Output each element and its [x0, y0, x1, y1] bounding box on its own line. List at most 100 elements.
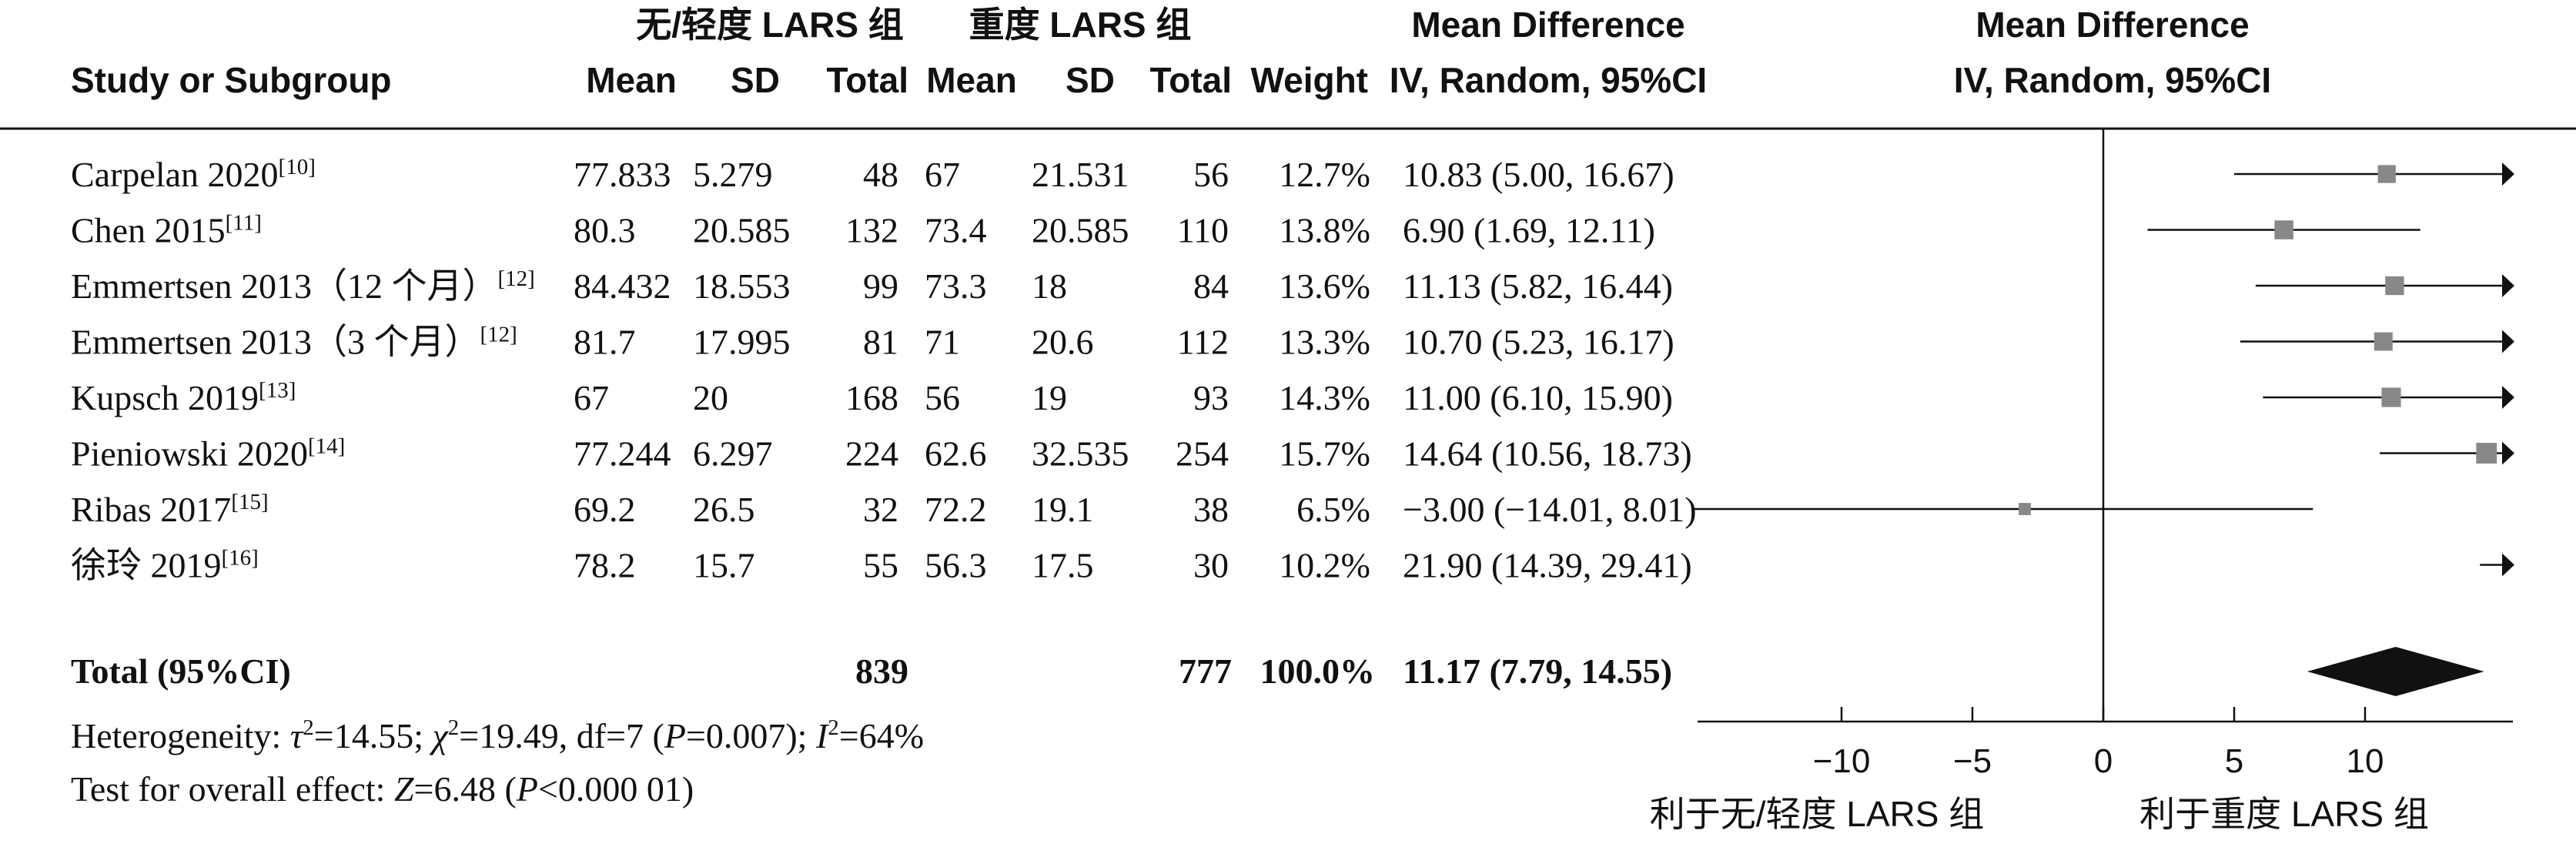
mean1-cell: 67 — [574, 378, 609, 417]
total1-cell: 224 — [845, 434, 898, 474]
ci-cell: 11.13 (5.82, 16.44) — [1403, 266, 1673, 306]
sd1-cell: 18.553 — [693, 266, 791, 306]
weight-cell: 6.5% — [1296, 490, 1370, 529]
favours-left-label: 利于无/轻度 LARS 组 — [1650, 794, 1985, 834]
x-tick-label: −5 — [1953, 742, 1992, 780]
total2-cell: 38 — [1193, 490, 1229, 529]
favours-right-label: 利于重度 LARS 组 — [2139, 794, 2429, 834]
study-name: Emmertsen 2013（12 个月）[12] — [71, 266, 535, 306]
ci-cell: 6.90 (1.69, 12.11) — [1403, 211, 1655, 250]
sd1-cell: 5.279 — [693, 155, 773, 194]
col-mean2-header: Mean — [926, 60, 1017, 100]
study-name: Chen 2015[11] — [71, 211, 262, 250]
sd1-cell: 17.995 — [693, 323, 791, 362]
ci-arrow — [2502, 162, 2514, 186]
total1-cell: 81 — [863, 323, 898, 362]
total1-cell: 55 — [863, 546, 898, 585]
study-name: Pieniowski 2020[14] — [71, 434, 345, 474]
effect-marker — [2385, 276, 2404, 296]
mean1-cell: 84.432 — [574, 266, 671, 306]
mean1-cell: 77.244 — [574, 434, 671, 474]
total1-cell: 132 — [845, 211, 898, 250]
weight-cell: 13.6% — [1279, 266, 1370, 306]
x-tick-label: 0 — [2094, 742, 2113, 780]
sd1-cell: 20 — [693, 378, 728, 417]
x-ticks: −10 −5 0 5 10 — [1813, 707, 2384, 780]
plot-header-line2: IV, Random, 95%CI — [1954, 60, 2271, 100]
total2-cell: 110 — [1177, 211, 1229, 250]
study-row: Pieniowski 2020[14] 77.244 6.297 224 62.6 32.… — [71, 434, 1692, 474]
ci-arrow — [2502, 274, 2514, 297]
total-n1: 839 — [855, 651, 908, 691]
total2-cell: 254 — [1176, 434, 1229, 474]
sd2-cell: 19 — [1032, 378, 1067, 417]
x-tick-label: −10 — [1813, 742, 1871, 780]
total-n2: 777 — [1179, 651, 1232, 691]
study-name: Carpelan 2020[10] — [71, 155, 316, 194]
mean2-cell: 72.2 — [925, 490, 987, 529]
sd1-cell: 26.5 — [693, 490, 755, 529]
study-row: Emmertsen 2013（12 个月）[12] 84.432 18.553 99 7… — [71, 266, 1673, 306]
col-sd1-header: SD — [731, 60, 780, 100]
mean2-cell: 67 — [925, 155, 960, 194]
col-weight-header: Weight — [1251, 60, 1368, 100]
total1-cell: 99 — [863, 266, 898, 306]
ci-arrow — [2502, 553, 2514, 577]
col-total2-header: Total — [1150, 60, 1232, 100]
total2-cell: 112 — [1177, 323, 1229, 362]
ci-cell: 10.83 (5.00, 16.67) — [1403, 155, 1674, 194]
sd2-cell: 20.6 — [1032, 323, 1094, 362]
effect-marker — [2476, 443, 2497, 464]
study-rows: Carpelan 2020[10] 77.833 5.279 48 67 21.531 56… — [71, 155, 1697, 585]
mean2-cell: 71 — [925, 323, 960, 362]
study-markers — [1691, 162, 2514, 577]
weight-cell: 15.7% — [1279, 434, 1370, 474]
mean1-cell: 78.2 — [574, 546, 636, 585]
header-block: 无/轻度 LARS 组 重度 LARS 组 Mean Difference Me… — [71, 5, 2271, 100]
mean1-cell: 81.7 — [574, 323, 636, 362]
ci-cell: 14.64 (10.56, 18.73) — [1403, 434, 1692, 474]
weight-cell: 13.8% — [1279, 211, 1370, 250]
group1-header: 无/轻度 LARS 组 — [636, 5, 904, 45]
study-name: Kupsch 2019[13] — [71, 378, 296, 417]
ci-cell: 21.90 (14.39, 29.41) — [1403, 546, 1692, 585]
study-name: Emmertsen 2013（3 个月）[12] — [71, 323, 517, 362]
ci-arrow — [2502, 386, 2514, 409]
mean2-cell: 56.3 — [925, 546, 987, 585]
x-tick-label: 5 — [2225, 742, 2243, 780]
weight-cell: 13.3% — [1279, 323, 1370, 362]
sd1-cell: 6.297 — [693, 434, 773, 474]
study-name: Ribas 2017[15] — [71, 490, 269, 529]
study-row: 徐玲 2019[16] 78.2 15.7 55 56.3 17.5 30 10.2% 21.9… — [71, 546, 1692, 585]
ci-cell: −3.00 (−14.01, 8.01) — [1403, 490, 1697, 529]
ci-arrow — [2502, 441, 2514, 465]
heterogeneity-text: Heterogeneity: τ2=14.55; χ2=19.49, df=7 … — [71, 715, 924, 755]
pooled-diamond — [2307, 647, 2484, 696]
weight-cell: 14.3% — [1279, 378, 1370, 417]
plot-header-line1: Mean Difference — [1975, 5, 2249, 45]
study-row: Kupsch 2019[13] 67 20 168 56 19 93 14.3% 11.00 (… — [71, 378, 1673, 417]
overall-effect-text: Test for overall effect: Z=6.48 (P<0.000… — [71, 769, 694, 809]
total-row: Total (95%CI) 839 777 100.0% 11.17 (7.79… — [71, 651, 1672, 691]
mean1-cell: 69.2 — [574, 490, 636, 529]
forest-plot-area: −10 −5 0 5 10 — [1691, 129, 2514, 780]
col-total1-header: Total — [827, 60, 908, 100]
study-row: Ribas 2017[15] 69.2 26.5 32 72.2 19.1 38 6.5% −3… — [71, 490, 1697, 529]
weight-cell: 10.2% — [1279, 546, 1370, 585]
ci-cell: 11.00 (6.10, 15.90) — [1403, 378, 1673, 417]
study-row: Emmertsen 2013（3 个月）[12] 81.7 17.995 81 71 20… — [71, 323, 1674, 362]
mean2-cell: 62.6 — [925, 434, 987, 474]
weight-cell: 12.7% — [1279, 155, 1370, 194]
total1-cell: 32 — [863, 490, 898, 529]
total2-cell: 93 — [1193, 378, 1229, 417]
effect-marker — [2274, 220, 2293, 239]
total-label: Total (95%CI) — [71, 651, 291, 691]
total2-cell: 84 — [1193, 266, 1229, 306]
total1-cell: 48 — [863, 155, 898, 194]
mean1-cell: 80.3 — [574, 211, 636, 250]
effect-marker — [2019, 503, 2031, 515]
study-row: Carpelan 2020[10] 77.833 5.279 48 67 21.531 56… — [71, 155, 1674, 194]
col-sd2-header: SD — [1066, 60, 1115, 100]
study-name: 徐玲 2019[16] — [71, 546, 259, 585]
